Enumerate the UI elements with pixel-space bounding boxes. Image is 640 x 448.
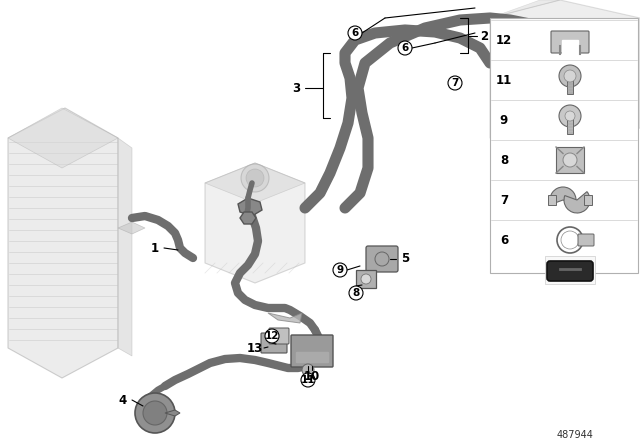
Text: 6: 6 (351, 28, 358, 38)
Polygon shape (205, 163, 305, 283)
Circle shape (135, 393, 175, 433)
Text: 12: 12 (496, 34, 512, 47)
Text: 7: 7 (500, 194, 508, 207)
FancyBboxPatch shape (556, 147, 584, 173)
Polygon shape (490, 0, 560, 18)
FancyBboxPatch shape (551, 31, 589, 53)
Circle shape (348, 26, 362, 40)
Circle shape (349, 286, 363, 300)
Circle shape (361, 274, 371, 284)
Bar (545, 256, 595, 284)
Text: 10: 10 (304, 370, 320, 383)
Bar (567, 114, 573, 134)
Polygon shape (238, 198, 262, 216)
Circle shape (333, 263, 347, 277)
Text: 13: 13 (247, 341, 263, 354)
Circle shape (265, 329, 279, 343)
Polygon shape (165, 410, 180, 416)
Polygon shape (118, 222, 145, 234)
Text: 9: 9 (500, 113, 508, 126)
Circle shape (398, 41, 412, 55)
Polygon shape (118, 138, 132, 356)
Text: 4: 4 (119, 393, 127, 406)
Bar (584, 195, 592, 205)
FancyBboxPatch shape (261, 333, 287, 353)
FancyBboxPatch shape (547, 261, 593, 281)
Text: 12: 12 (265, 331, 279, 341)
Text: 487944: 487944 (557, 430, 593, 440)
Text: 5: 5 (401, 251, 409, 264)
Circle shape (564, 70, 576, 82)
Circle shape (246, 169, 264, 187)
Wedge shape (550, 187, 576, 204)
Circle shape (565, 111, 575, 121)
Text: 9: 9 (337, 265, 344, 275)
Text: 8: 8 (353, 288, 360, 298)
FancyBboxPatch shape (269, 328, 289, 344)
Circle shape (559, 105, 581, 127)
Text: 2: 2 (480, 30, 488, 43)
Bar (562, 40, 578, 54)
Text: 3: 3 (292, 82, 300, 95)
Circle shape (563, 153, 577, 167)
Polygon shape (205, 163, 305, 203)
Polygon shape (8, 108, 118, 378)
Polygon shape (490, 0, 640, 150)
FancyBboxPatch shape (291, 335, 333, 367)
Text: 8: 8 (500, 154, 508, 167)
Polygon shape (8, 108, 118, 168)
Circle shape (559, 65, 581, 87)
FancyBboxPatch shape (366, 246, 398, 272)
Circle shape (241, 164, 269, 192)
Text: 6: 6 (500, 233, 508, 246)
Text: 11: 11 (496, 73, 512, 86)
Text: 6: 6 (401, 43, 408, 53)
Wedge shape (564, 192, 590, 213)
Bar (567, 75, 573, 94)
Polygon shape (240, 212, 256, 224)
Bar (490, 18, 638, 273)
FancyBboxPatch shape (356, 270, 376, 288)
Circle shape (302, 364, 314, 376)
Bar (548, 195, 556, 205)
Polygon shape (268, 313, 302, 323)
Circle shape (301, 373, 315, 387)
Bar (296, 352, 328, 362)
Text: 11: 11 (301, 375, 316, 385)
Circle shape (143, 401, 167, 425)
Text: 1: 1 (151, 241, 159, 254)
Circle shape (448, 76, 462, 90)
Text: 7: 7 (451, 78, 459, 88)
FancyBboxPatch shape (578, 234, 594, 246)
